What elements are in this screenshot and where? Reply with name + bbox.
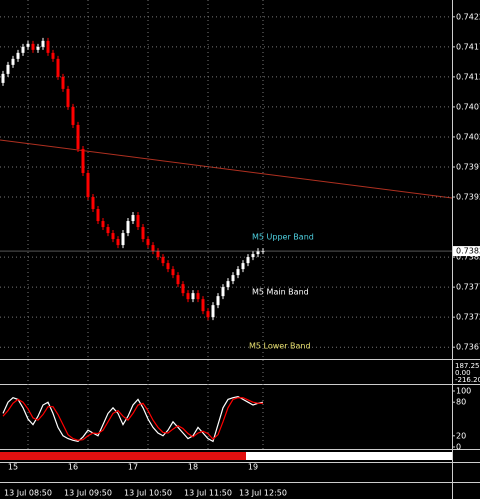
hour-label: 17 [128, 463, 138, 472]
candle-body [76, 124, 80, 149]
candle-body [41, 40, 45, 47]
x-tick-label: 13 Jul 09:50 [64, 489, 112, 498]
x-tick-label: 13 Jul 10:50 [124, 489, 172, 498]
candle-body [211, 305, 215, 318]
candle-body [156, 251, 160, 258]
candle-body [251, 254, 255, 258]
candle-body [11, 58, 15, 65]
candle-body [136, 215, 140, 228]
osc-line [2, 397, 263, 441]
osc-tick-label: 20 [456, 431, 466, 440]
candle-body [81, 148, 85, 173]
candle-body [101, 221, 105, 228]
candle-body [216, 296, 220, 306]
hour-label: 19 [248, 463, 258, 472]
y-tick-label: 0.7382 [456, 253, 480, 262]
hour-label: 15 [8, 463, 18, 472]
y-tick-label: 0.7407 [456, 102, 480, 111]
panel-tick-label: -216.20 [455, 376, 480, 384]
candle-body [21, 46, 25, 53]
candle-body [91, 197, 95, 210]
candle-body [106, 227, 110, 234]
candle-body [61, 76, 65, 89]
candle-body [221, 287, 225, 297]
y-tick-label: 0.7397 [456, 162, 480, 171]
panel-tick-label: 0.00 [455, 369, 471, 377]
candle-body [126, 221, 130, 234]
y-tick-label: 0.7377 [456, 283, 480, 292]
annotation: M5 Main Band [252, 288, 309, 297]
candle-body [116, 239, 120, 246]
trend-line [0, 139, 453, 199]
candle-body [186, 293, 190, 300]
candle-body [161, 257, 165, 264]
hour-label: 16 [68, 463, 78, 472]
candle-body [176, 275, 180, 285]
candle-body [16, 52, 20, 59]
annotation: M5 Lower Band [249, 342, 311, 351]
candle-body [141, 227, 145, 240]
candle-body [71, 106, 75, 125]
osc-tick-label: 100 [456, 387, 471, 396]
candle-body [151, 245, 155, 252]
current-price-label: 0.7383 [456, 247, 480, 256]
y-tick-label: 0.7417 [456, 42, 480, 51]
candle-body [111, 233, 115, 240]
candle-body [256, 251, 260, 255]
candle-body [66, 88, 70, 107]
y-tick-label: 0.7412 [456, 72, 480, 81]
y-tick-label: 0.7367 [456, 343, 480, 352]
candle-body [121, 233, 125, 246]
candle-body [261, 251, 265, 253]
y-tick-label: 0.7422 [456, 12, 480, 21]
annotation: M5 Upper Band [252, 233, 314, 242]
candle-body [166, 263, 170, 270]
candle-body [206, 311, 210, 318]
current-price-box [453, 246, 480, 257]
candle-body [36, 46, 40, 50]
osc-tick-label: 80 [456, 398, 466, 407]
candle-body [236, 269, 240, 276]
candle-body [231, 275, 235, 282]
candle-body [51, 52, 55, 59]
candle-body [86, 172, 90, 198]
candle-body [181, 284, 185, 294]
candle-body [246, 257, 250, 264]
candle-body [6, 64, 10, 74]
candle-body [31, 43, 35, 50]
candle-body [241, 263, 245, 270]
hour-label: 18 [188, 463, 198, 472]
y-tick-label: 0.7372 [456, 313, 480, 322]
candle-body [146, 239, 150, 246]
panel-tick-label: 187.25 [455, 362, 480, 370]
x-tick-label: 13 Jul 11:50 [184, 489, 232, 498]
x-tick-label: 13 Jul 08:50 [4, 489, 52, 498]
candle-body [131, 215, 135, 222]
y-tick-label: 0.7402 [456, 132, 480, 141]
osc-line [2, 395, 264, 443]
candle-body [56, 58, 60, 77]
signal-strip [246, 452, 452, 460]
osc-tick-label: 0 [456, 443, 461, 452]
x-tick-label: 13 Jul 12:50 [239, 489, 287, 498]
candle-body [196, 293, 200, 300]
candle-body [171, 269, 175, 276]
candle-body [201, 299, 205, 312]
y-tick-label: 0.7392 [456, 193, 480, 202]
candle-body [1, 73, 5, 83]
candle-body [226, 281, 230, 288]
candle-body [96, 209, 100, 222]
candle-body [46, 40, 50, 53]
candle-body [191, 293, 195, 300]
signal-strip [0, 452, 246, 460]
candle-body [26, 43, 30, 47]
